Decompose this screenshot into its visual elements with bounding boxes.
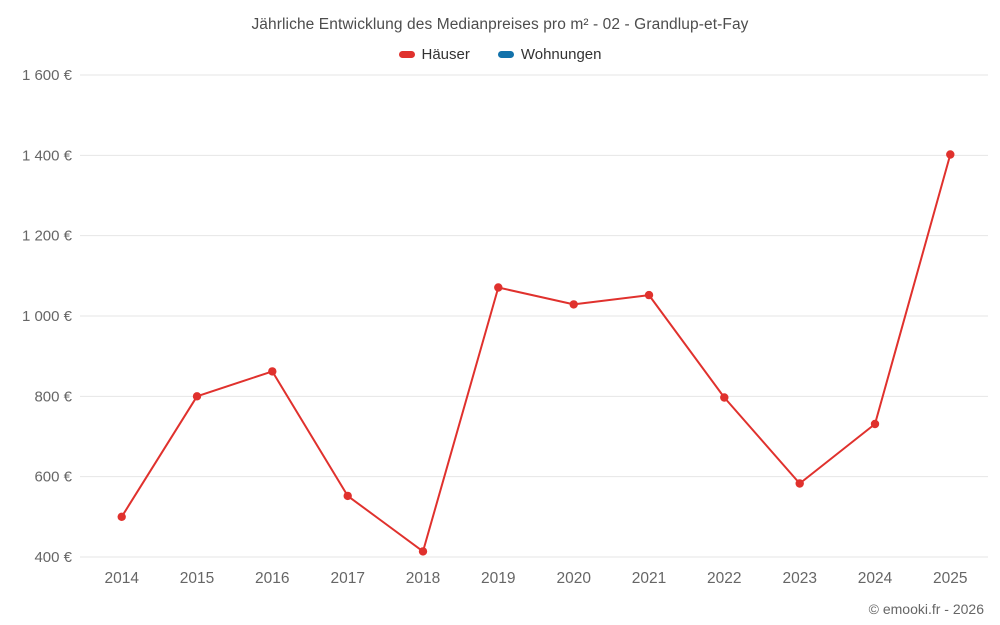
data-point[interactable] [343, 491, 352, 501]
data-point[interactable] [117, 512, 126, 521]
x-axis-tick-label: 2019 [481, 570, 515, 587]
y-axis-tick-label: 1 400 € [22, 147, 73, 164]
x-axis-tick-label: 2018 [406, 570, 440, 587]
x-axis-tick-label: 2015 [180, 570, 214, 587]
y-axis-tick-label: 400 € [34, 549, 72, 566]
legend-marker-wohnungen-icon [497, 51, 514, 58]
chart-title: Jährliche Entwicklung des Medianpreises … [251, 16, 749, 33]
y-axis-tick-label: 1 200 € [22, 228, 73, 245]
data-point[interactable] [268, 367, 277, 376]
x-axis-tick-label: 2014 [104, 570, 139, 587]
series-line-häuser [120, 154, 952, 553]
data-point[interactable] [644, 290, 654, 300]
data-point[interactable] [192, 392, 202, 401]
legend-label-wohnungen: Wohnungen [520, 46, 602, 63]
legend-marker-haeuser-icon [398, 51, 415, 58]
data-point[interactable] [418, 547, 428, 556]
x-axis-tick-label: 2021 [632, 570, 666, 587]
x-axis-tick-label: 2017 [330, 570, 364, 587]
data-point[interactable] [795, 479, 804, 488]
data-point[interactable] [494, 283, 503, 292]
data-point[interactable] [720, 393, 729, 402]
x-axis-tick-label: 2022 [707, 570, 741, 587]
y-axis-tick-label: 600 € [34, 469, 72, 486]
x-axis-tick-label: 2025 [933, 570, 967, 587]
x-axis-tick-label: 2020 [556, 570, 591, 587]
data-point[interactable] [946, 150, 955, 159]
y-axis-tick-label: 1 000 € [22, 308, 73, 325]
data-point[interactable] [569, 300, 578, 309]
x-axis-tick-label: 2024 [858, 570, 893, 587]
legend-item-wohnungen[interactable]: Wohnungen [497, 46, 602, 63]
x-axis-tick-label: 2016 [255, 570, 289, 587]
legend: Häuser Wohnungen [0, 46, 1000, 63]
legend-label-haeuser: Häuser [421, 46, 470, 63]
copyright: © emooki.fr - 2026 [868, 601, 984, 617]
legend-item-haeuser[interactable]: Häuser [398, 46, 470, 63]
x-axis-tick-label: 2023 [782, 570, 816, 587]
y-axis-tick-label: 800 € [34, 388, 72, 405]
y-axis-tick-label: 1 600 € [22, 67, 73, 84]
data-point[interactable] [870, 419, 880, 429]
